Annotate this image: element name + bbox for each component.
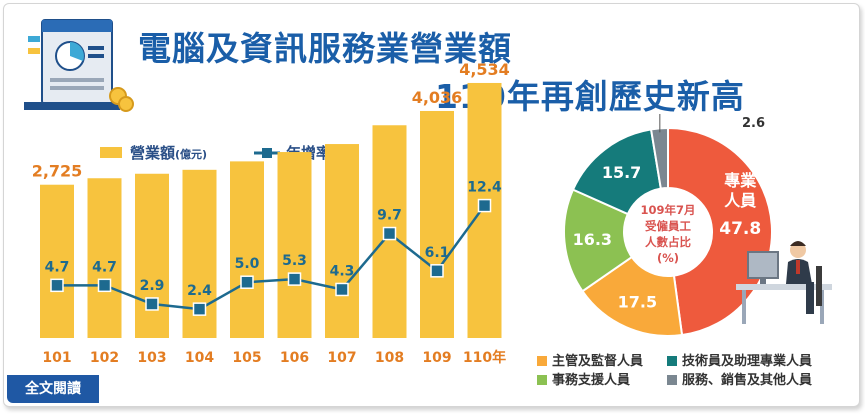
growth-marker xyxy=(287,272,302,286)
growth-marker xyxy=(145,297,159,311)
pie-slice-name: 專業 xyxy=(724,171,757,190)
growth-marker xyxy=(382,226,397,241)
pie-center-label: 受僱員工 xyxy=(645,219,691,233)
pie-legend-label: 技術員及助理專業人員 xyxy=(682,354,813,369)
pie-legend-label: 事務支援人員 xyxy=(552,373,631,388)
pie-slice-name: 人員 xyxy=(724,191,756,210)
pie-center xyxy=(626,190,710,274)
headline-line-1: 電腦及資訊服務業營業額 xyxy=(138,29,512,68)
office-worker-icon xyxy=(736,241,832,324)
pie-legend-item-clerical: 事務支援人員 xyxy=(537,369,630,388)
growth-value-label: 4.7 xyxy=(45,259,70,275)
pie-slice-value: 15.7 xyxy=(602,163,641,182)
category-label: 103 xyxy=(137,350,166,366)
pie-slice-value: 47.8 xyxy=(719,219,761,239)
category-label: 101 xyxy=(42,350,71,366)
pie-callout-line xyxy=(659,114,661,133)
growth-value-label: 2.4 xyxy=(187,283,212,299)
revenue-value-label: 4,036 xyxy=(412,88,463,107)
growth-marker xyxy=(430,264,444,278)
growth-value-label: 4.3 xyxy=(330,263,355,279)
revenue-value-label: 4,534 xyxy=(459,60,510,79)
growth-marker xyxy=(50,278,64,293)
pie-center-label: 人數占比 xyxy=(645,235,691,249)
pie-slice-value: 16.3 xyxy=(573,230,612,249)
legend-line-swatch xyxy=(254,148,280,158)
category-label: 107 xyxy=(327,350,356,366)
category-label: 110年 xyxy=(463,349,506,366)
legend-revenue: 營業額(億元) xyxy=(100,142,207,163)
revenue-growth-chart: 101 2,725 102 103 104 105 106 107 108 109 4,036 110… xyxy=(32,60,510,366)
growth-value-label: 6.1 xyxy=(425,245,450,261)
pie-slice-value: 17.5 xyxy=(618,293,657,312)
category-label: 104 xyxy=(185,350,214,366)
growth-marker xyxy=(240,275,254,289)
category-label: 108 xyxy=(375,350,404,366)
legend-bar-swatch xyxy=(100,147,122,158)
pie-legend-swatch xyxy=(537,375,547,385)
growth-value-label: 2.9 xyxy=(140,278,165,294)
revenue-bar xyxy=(420,110,454,338)
growth-value-label: 5.0 xyxy=(235,256,260,272)
pie-legend-label: 服務、銷售及其他人員 xyxy=(682,373,813,388)
growth-value-label: 12.4 xyxy=(467,180,502,196)
legend-revenue-unit: (億元) xyxy=(175,148,208,161)
full-text-button[interactable]: 全文閱讀 xyxy=(7,375,99,403)
growth-value-label: 9.7 xyxy=(377,208,402,224)
pie-legend-swatch xyxy=(537,356,547,366)
revenue-bar xyxy=(40,184,74,338)
legend-revenue-label: 營業額 xyxy=(130,144,176,162)
pie-center-label: (%) xyxy=(657,251,679,265)
category-label: 105 xyxy=(232,350,261,366)
pie-slice xyxy=(649,126,669,190)
category-label: 102 xyxy=(90,350,119,366)
growth-value-label: 4.7 xyxy=(92,259,117,275)
revenue-bar xyxy=(135,173,169,338)
growth-line xyxy=(57,204,486,311)
pie-slice xyxy=(571,128,662,216)
revenue-value-label: 2,725 xyxy=(32,162,83,181)
growth-marker xyxy=(477,198,492,213)
growth-marker xyxy=(97,278,112,293)
pie-legend-label: 主管及監督人員 xyxy=(552,354,644,369)
pie-legend-item-service-sales: 服務、銷售及其他人員 xyxy=(667,369,812,388)
pie-legend-swatch xyxy=(667,356,677,366)
revenue-bar xyxy=(230,161,264,338)
pie-slice xyxy=(581,255,684,337)
growth-marker xyxy=(335,282,349,297)
pie-legend-swatch xyxy=(667,375,677,385)
revenue-bar xyxy=(277,152,312,338)
pie-center-label: 109年7月 xyxy=(640,203,695,217)
growth-marker xyxy=(192,302,207,316)
category-label: 109 xyxy=(422,350,451,366)
pie-legend-item-supervisors: 主管及監督人員 xyxy=(537,350,643,369)
pie-legend-item-technicians: 技術員及助理專業人員 xyxy=(667,350,812,369)
category-label: 106 xyxy=(280,350,309,366)
pie-callout-value: 2.6 xyxy=(742,116,766,131)
revenue-bar xyxy=(87,178,122,338)
growth-value-label: 5.3 xyxy=(282,253,307,269)
pie-slice xyxy=(667,126,773,337)
infographic-frame: 電腦及資訊服務業營業額 110年再創歷史新高 營業額(億元) 年增率(%) 10… xyxy=(3,3,860,407)
revenue-bar xyxy=(325,144,359,338)
report-illustration-icon xyxy=(24,19,134,112)
